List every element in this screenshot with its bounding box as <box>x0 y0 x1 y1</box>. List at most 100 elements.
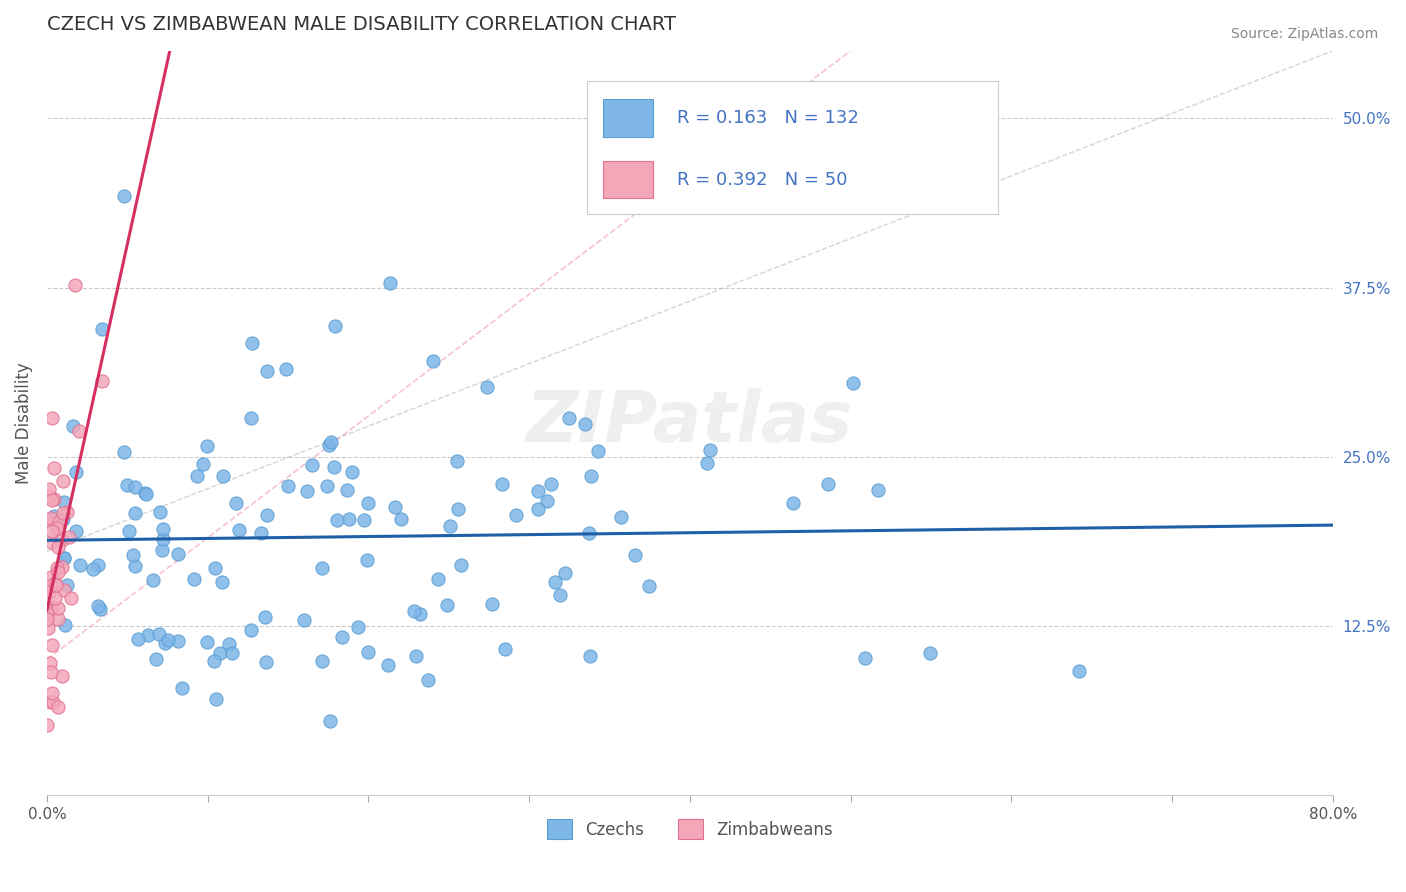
Czechs <box>148 627 170 641</box>
Zimbabweans <box>53 583 76 598</box>
Czechs <box>494 641 516 656</box>
Czechs <box>540 476 562 491</box>
Text: ZIPatlas: ZIPatlas <box>526 388 853 458</box>
Czechs <box>316 479 339 493</box>
Zimbabweans <box>35 603 58 617</box>
Czechs <box>87 558 110 572</box>
Czechs <box>609 510 631 524</box>
Czechs <box>152 522 174 536</box>
Czechs <box>135 487 157 501</box>
Czechs <box>202 654 225 668</box>
Czechs <box>65 465 87 479</box>
Zimbabweans <box>46 700 69 714</box>
Czechs <box>323 459 346 474</box>
Czechs <box>195 439 218 453</box>
Czechs <box>357 645 380 659</box>
Czechs <box>527 502 550 516</box>
Czechs <box>332 630 354 644</box>
Czechs <box>548 588 571 602</box>
Czechs <box>340 465 363 479</box>
Zimbabweans <box>42 695 65 709</box>
Czechs <box>782 496 804 510</box>
Czechs <box>211 575 233 590</box>
Zimbabweans <box>46 541 69 555</box>
Zimbabweans <box>44 492 66 507</box>
Czechs <box>136 628 159 642</box>
Czechs <box>336 483 359 498</box>
Czechs <box>127 632 149 647</box>
Czechs <box>574 417 596 431</box>
Zimbabweans <box>46 601 69 615</box>
Zimbabweans <box>45 578 67 592</box>
Czechs <box>239 624 262 638</box>
Zimbabweans <box>51 669 73 683</box>
Czechs <box>69 558 91 573</box>
Czechs <box>696 456 718 470</box>
Zimbabweans <box>90 374 112 388</box>
Czechs <box>436 598 458 612</box>
Czechs <box>52 551 75 566</box>
Zimbabweans <box>46 521 69 535</box>
Czechs <box>208 646 231 660</box>
Zimbabweans <box>37 717 59 731</box>
Czechs <box>311 561 333 575</box>
Zimbabweans <box>46 612 69 626</box>
Czechs <box>82 562 104 576</box>
Czechs <box>124 506 146 520</box>
Czechs <box>124 558 146 573</box>
Czechs <box>319 714 342 728</box>
Czechs <box>204 561 226 575</box>
Czechs <box>855 650 877 665</box>
Czechs <box>579 648 602 663</box>
Czechs <box>481 597 503 611</box>
Czechs <box>89 602 111 616</box>
Czechs <box>134 486 156 500</box>
Czechs <box>183 573 205 587</box>
Czechs <box>157 632 180 647</box>
Czechs <box>65 524 87 538</box>
Zimbabweans <box>45 561 67 575</box>
Czechs <box>586 444 609 458</box>
Zimbabweans <box>44 591 66 605</box>
Czechs <box>405 648 427 663</box>
Zimbabweans <box>51 533 73 548</box>
Czechs <box>152 533 174 547</box>
Zimbabweans <box>37 612 59 626</box>
Czechs <box>114 188 136 202</box>
Czechs <box>195 635 218 649</box>
Zimbabweans <box>58 530 80 544</box>
Zimbabweans <box>38 695 60 709</box>
Czechs <box>418 673 440 688</box>
Czechs <box>356 496 378 510</box>
Czechs <box>205 692 228 706</box>
Zimbabweans <box>35 606 58 620</box>
Czechs <box>505 508 527 522</box>
Zimbabweans <box>39 511 62 525</box>
Czechs <box>384 500 406 515</box>
Zimbabweans <box>41 686 63 700</box>
Czechs <box>228 523 250 537</box>
Czechs <box>579 469 602 483</box>
Czechs <box>191 457 214 471</box>
Czechs <box>90 321 112 335</box>
Zimbabweans <box>48 515 70 529</box>
Czechs <box>624 548 647 562</box>
Czechs <box>918 646 941 660</box>
Czechs <box>55 578 77 592</box>
Czechs <box>186 469 208 483</box>
Czechs <box>250 526 273 541</box>
Czechs <box>699 442 721 457</box>
Zimbabweans <box>38 585 60 599</box>
Czechs <box>447 502 470 516</box>
Zimbabweans <box>46 565 69 579</box>
Czechs <box>45 521 67 535</box>
Czechs <box>221 646 243 660</box>
Czechs <box>404 604 426 618</box>
Czechs <box>254 610 277 624</box>
Zimbabweans <box>41 492 63 507</box>
Czechs <box>326 513 349 527</box>
Zimbabweans <box>37 513 59 527</box>
Zimbabweans <box>38 489 60 503</box>
Zimbabweans <box>44 576 66 591</box>
Czechs <box>240 336 263 351</box>
